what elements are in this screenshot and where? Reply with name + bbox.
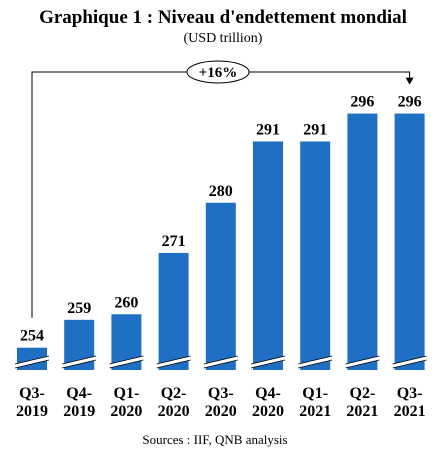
axis-break-line: [203, 355, 238, 365]
data-label-7: 296: [350, 94, 374, 111]
growth-arrow-head: [405, 77, 414, 85]
axis-break-mark: [298, 356, 333, 368]
axis-break-mark: [345, 356, 380, 368]
axis-break-line: [203, 359, 238, 369]
axis-break-line: [392, 355, 427, 365]
axis-break-line: [250, 359, 286, 369]
axis-break-line: [109, 355, 144, 365]
x-tick-label-2: Q1-2020: [110, 385, 142, 420]
x-axis-ticks: Q3-2019 Q4-2019 Q1-2020 Q2-2020 Q3-2020 Q4-20…: [16, 385, 426, 420]
x-tick-label-0: Q3-2019: [16, 385, 48, 420]
bar-7: [347, 113, 378, 371]
axis-break-mark: [62, 356, 97, 368]
axis-break-mark: [251, 356, 285, 368]
axis-break-line: [14, 359, 50, 369]
x-tick-label-4: Q3-2020: [205, 385, 237, 420]
data-label-0: 254: [20, 328, 44, 345]
bar-6: [300, 141, 331, 370]
bar-series: [14, 113, 427, 371]
axis-break-mark: [15, 356, 49, 368]
axis-break-line: [109, 359, 144, 369]
data-label-3: 271: [162, 233, 186, 250]
bar-5: [253, 141, 283, 370]
data-label-4: 280: [209, 183, 233, 200]
axis-break-mark: [203, 356, 238, 368]
bar-4: [205, 202, 236, 370]
data-label-6: 291: [303, 121, 327, 138]
data-label-1: 259: [67, 300, 91, 317]
axis-break-line: [250, 355, 286, 365]
axis-break-line: [345, 359, 380, 369]
x-tick-label-8: Q3-2021: [394, 385, 426, 420]
axis-break-line: [298, 355, 333, 365]
data-label-2: 260: [114, 294, 138, 311]
growth-label: +16%: [199, 65, 238, 81]
axis-break-line: [298, 359, 333, 369]
axis-break-line: [345, 355, 380, 365]
x-tick-label-1: Q4-2019: [63, 385, 95, 420]
axis-break-line: [156, 359, 191, 369]
axis-break-line: [62, 359, 97, 369]
data-label-8: 296: [398, 94, 422, 111]
axis-break-line: [392, 359, 427, 369]
chart-subtitle: (USD trillion): [184, 31, 263, 46]
axis-break-mark: [109, 356, 144, 368]
x-tick-label-7: Q2-2021: [346, 385, 378, 420]
axis-break-line: [62, 355, 97, 365]
axis-break-mark: [156, 356, 191, 368]
data-label-5: 291: [256, 121, 280, 138]
growth-badge: [186, 60, 250, 84]
bar-3: [158, 252, 189, 370]
data-labels: 254 259 260 271 280 291 291 296 296: [20, 94, 422, 345]
bar-8: [394, 113, 425, 371]
growth-annotation: +16%: [31, 60, 414, 318]
axis-break-line: [14, 355, 50, 365]
chart-title: Graphique 1 : Niveau d'endettement mondi…: [39, 7, 407, 28]
x-tick-label-3: Q2-2020: [158, 385, 190, 420]
x-tick-label-5: Q4-2020: [252, 385, 284, 420]
axis-break-mark: [392, 356, 427, 368]
chart-source: Sources : IIF, QNB analysis: [142, 432, 287, 447]
x-tick-label-6: Q1-2021: [299, 385, 331, 420]
axis-break-line: [156, 355, 191, 365]
